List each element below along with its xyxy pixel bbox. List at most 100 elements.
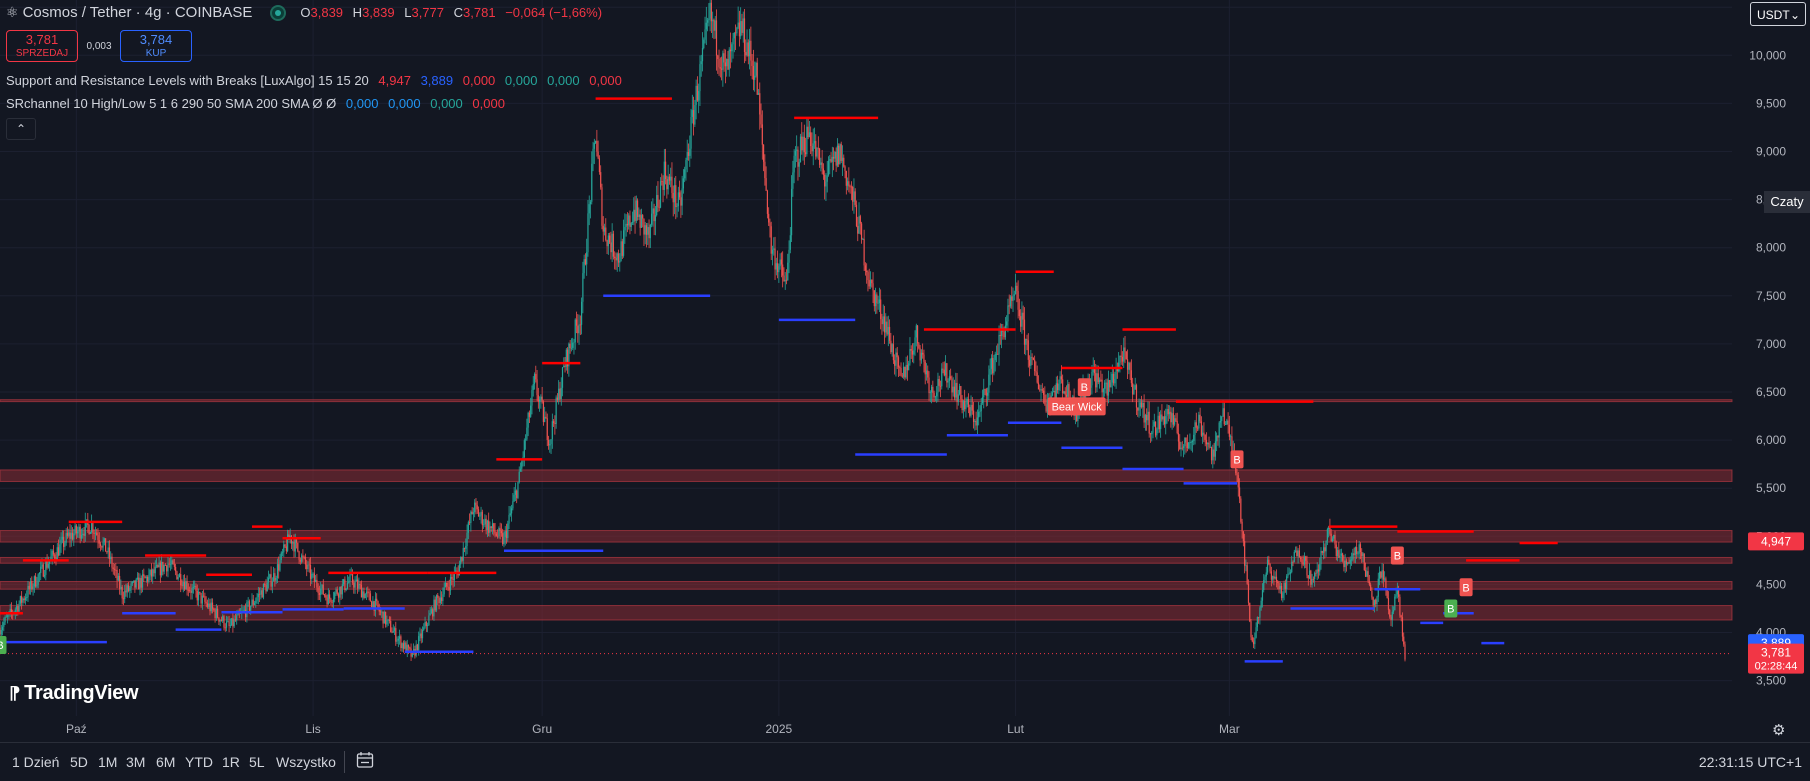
candle-body bbox=[723, 53, 725, 63]
candle-body bbox=[779, 259, 781, 267]
timeframe-6m[interactable]: 6M bbox=[156, 754, 176, 770]
candle-body bbox=[479, 515, 481, 517]
candle-body bbox=[1195, 422, 1197, 428]
candle-body bbox=[662, 181, 664, 190]
price-axis-badge-value: 3,781 bbox=[1761, 646, 1791, 660]
candle-body bbox=[367, 591, 369, 593]
candle-body bbox=[243, 609, 245, 611]
candle-body bbox=[273, 573, 275, 582]
candle-body bbox=[259, 593, 261, 595]
symbol-title[interactable]: Cosmos / Tether · 4g · COINBASE bbox=[22, 4, 253, 21]
candle-body bbox=[312, 573, 314, 575]
timeframe-ytd[interactable]: YTD bbox=[185, 754, 213, 770]
timeframe-5l[interactable]: 5L bbox=[249, 754, 265, 770]
candle-body bbox=[447, 586, 449, 588]
candle-body bbox=[643, 218, 645, 235]
candle-body bbox=[565, 349, 567, 367]
candle-body bbox=[1378, 571, 1381, 579]
candle-body bbox=[782, 264, 784, 276]
candle-body bbox=[1022, 312, 1024, 320]
candle-body bbox=[204, 596, 206, 602]
candle-body bbox=[1308, 570, 1311, 579]
x-axis-tick-label: Lut bbox=[1007, 722, 1024, 736]
candle-body bbox=[115, 569, 117, 571]
candle-body bbox=[989, 368, 991, 375]
price-chart[interactable]: BBBear WickBBBB3,5004,0004,5005,0005,500… bbox=[0, 0, 1810, 742]
candle-body bbox=[1132, 383, 1134, 395]
candle-body bbox=[130, 583, 132, 588]
candle-body bbox=[194, 585, 196, 587]
timeframe-5d[interactable]: 5D bbox=[70, 754, 88, 770]
candle-body bbox=[136, 577, 139, 580]
candle-body bbox=[386, 619, 388, 625]
price-axis-badge-value: 4,947 bbox=[1761, 534, 1791, 548]
chats-tab[interactable]: Czaty bbox=[1764, 191, 1810, 213]
candle-body bbox=[999, 335, 1001, 337]
buy-button[interactable]: 3,784 KUP bbox=[120, 30, 192, 62]
candle-body bbox=[1138, 407, 1140, 411]
candle-body bbox=[421, 629, 424, 639]
candle-body bbox=[684, 169, 686, 179]
sell-button[interactable]: 3,781 SPRZEDAJ bbox=[6, 30, 78, 62]
calendar-range-icon[interactable] bbox=[356, 751, 374, 769]
timeframe-1m[interactable]: 1M bbox=[98, 754, 118, 770]
candle-body bbox=[1274, 576, 1276, 579]
chevron-down-icon: ⌄ bbox=[1789, 8, 1800, 22]
candle-body bbox=[1007, 305, 1009, 322]
candle-body bbox=[38, 573, 41, 575]
candle-body bbox=[583, 259, 585, 274]
candle-body bbox=[424, 621, 426, 628]
candle-body bbox=[63, 536, 65, 547]
sr-zone bbox=[0, 530, 1733, 543]
chart-area[interactable]: BBBear WickBBBB3,5004,0004,5005,0005,500… bbox=[0, 0, 1804, 740]
timeframe-all[interactable]: Wszystko bbox=[276, 754, 336, 770]
timeframe-1r[interactable]: 1R bbox=[222, 754, 240, 770]
candle-body bbox=[413, 649, 415, 651]
candle-body bbox=[192, 586, 195, 588]
candle-body bbox=[1165, 416, 1167, 425]
candle-body bbox=[321, 584, 323, 589]
indicator-value: 4,947 bbox=[378, 73, 411, 88]
market-status-icon[interactable] bbox=[270, 4, 287, 21]
candle-body bbox=[904, 366, 906, 378]
settings-gear-icon[interactable]: ⚙ bbox=[1772, 722, 1786, 739]
candle-body bbox=[1098, 379, 1101, 383]
candle-body bbox=[519, 468, 522, 472]
candle-body bbox=[217, 608, 219, 618]
collapse-indicators-button[interactable]: ⌃ bbox=[6, 118, 36, 140]
candle-body bbox=[471, 511, 473, 515]
candle-body bbox=[789, 235, 791, 250]
candle-body bbox=[1115, 367, 1117, 379]
candle-body bbox=[705, 22, 707, 30]
candle-body bbox=[23, 598, 25, 601]
candle-body bbox=[311, 573, 313, 579]
candle-body bbox=[148, 574, 150, 582]
candle-body bbox=[780, 259, 783, 265]
candle-body bbox=[54, 554, 56, 559]
candle-body bbox=[262, 584, 265, 598]
candle-body bbox=[860, 223, 863, 240]
candle-body bbox=[1301, 559, 1303, 563]
currency-select[interactable]: USDT ⌄ bbox=[1750, 2, 1806, 26]
candle-body bbox=[634, 209, 636, 221]
indicator-luxalgo[interactable]: Support and Resistance Levels with Break… bbox=[6, 73, 622, 88]
candle-body bbox=[997, 353, 999, 355]
utc-clock[interactable]: 22:31:15 UTC+1 bbox=[1698, 754, 1802, 770]
candle-body bbox=[1284, 582, 1286, 590]
indicator-srchannel[interactable]: SRchannel 10 High/Low 5 1 6 290 50 SMA 2… bbox=[6, 96, 505, 111]
candle-body bbox=[771, 249, 774, 254]
candle-body bbox=[0, 627, 1, 635]
candle-body bbox=[320, 588, 322, 595]
candle-body bbox=[1123, 347, 1125, 362]
candle-body bbox=[144, 576, 146, 579]
candle-body bbox=[636, 200, 639, 217]
timeframe-3m[interactable]: 3M bbox=[126, 754, 146, 770]
candle-body bbox=[652, 208, 654, 214]
timeframe-1d[interactable]: 1 Dzień bbox=[12, 754, 60, 770]
candle-body bbox=[944, 363, 947, 376]
candle-body bbox=[33, 576, 35, 587]
candle-body bbox=[521, 461, 523, 469]
candle-body bbox=[986, 392, 989, 396]
candle-body bbox=[574, 319, 576, 343]
candle-body bbox=[633, 209, 635, 223]
